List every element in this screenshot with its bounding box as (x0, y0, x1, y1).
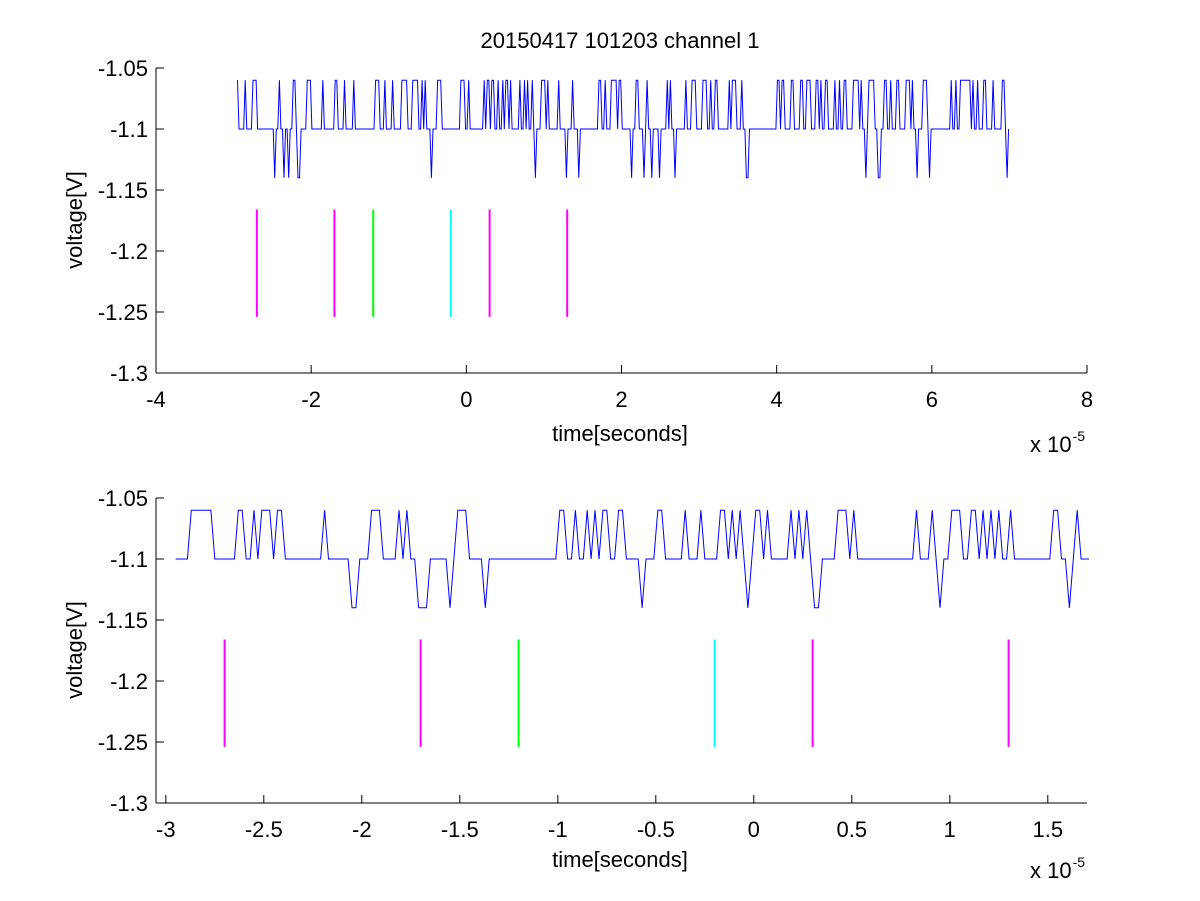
x-tick-label: -1.5 (441, 817, 479, 842)
x-tick-label: -2 (352, 817, 372, 842)
x-tick-label: -2.5 (245, 817, 283, 842)
bottom-xlabel: time[seconds] (552, 847, 688, 872)
x-tick-label: 0 (748, 817, 760, 842)
top-ylabel: voltage[V] (62, 171, 87, 269)
y-tick-label: -1.2 (110, 239, 148, 264)
bottom-x-multiplier-base: x 10 (1030, 858, 1072, 883)
top-xlabel: time[seconds] (552, 421, 688, 446)
x-tick-label: 0 (460, 387, 472, 412)
y-tick-label: -1.15 (98, 608, 148, 633)
bottom-axes: voltage[V] time[seconds] x 10-5 -1.05 -1.… (62, 486, 1089, 883)
y-tick-label: -1.25 (98, 730, 148, 755)
top-x-multiplier-exponent: -5 (1073, 428, 1086, 444)
bottom-x-multiplier: x 10-5 (1030, 854, 1085, 883)
y-tick-label: -1.3 (110, 791, 148, 816)
y-tick-label: -1.15 (98, 178, 148, 203)
bottom-x-multiplier-exponent: -5 (1073, 854, 1086, 870)
x-tick-label: 4 (771, 387, 783, 412)
x-tick-label: 1.5 (1033, 817, 1064, 842)
top-x-multiplier: x 10-5 (1030, 428, 1085, 457)
x-tick-label: 6 (926, 387, 938, 412)
x-tick-label: -3 (156, 817, 176, 842)
y-tick-label: -1.1 (110, 117, 148, 142)
figure-title: 20150417 101203 channel 1 (481, 28, 760, 53)
voltage-trace (175, 509, 1089, 609)
voltage-trace (237, 79, 1010, 179)
x-tick-label: -4 (146, 387, 166, 412)
y-tick-label: -1.1 (110, 547, 148, 572)
top-axes: voltage[V] time[seconds] x 10-5 -1.05 -1.… (62, 56, 1093, 457)
bottom-ylabel: voltage[V] (62, 601, 87, 699)
y-tick-label: -1.05 (98, 486, 148, 511)
x-tick-label: -2 (301, 387, 321, 412)
y-tick-label: -1.05 (98, 56, 148, 81)
y-tick-label: -1.3 (110, 361, 148, 386)
y-tick-label: -1.25 (98, 300, 148, 325)
x-tick-label: -1 (548, 817, 568, 842)
x-tick-label: 2 (615, 387, 627, 412)
x-tick-label: 1 (944, 817, 956, 842)
x-tick-label: -0.5 (637, 817, 675, 842)
y-tick-label: -1.2 (110, 669, 148, 694)
x-tick-label: 8 (1081, 387, 1093, 412)
top-x-multiplier-base: x 10 (1030, 432, 1072, 457)
x-tick-label: 0.5 (837, 817, 868, 842)
